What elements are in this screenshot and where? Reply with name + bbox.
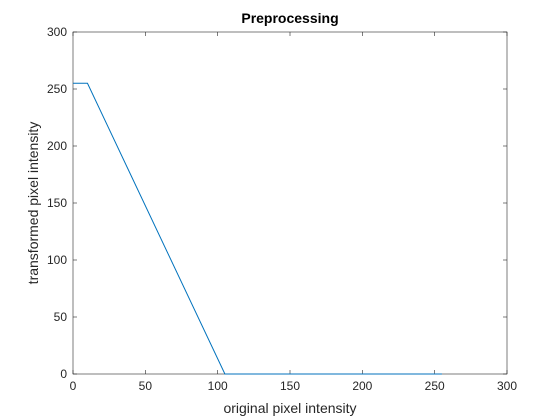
x-tick-label: 100 (208, 379, 228, 393)
series-group (73, 82, 442, 375)
series-line-0 (73, 82, 442, 375)
chart-title: Preprocessing (241, 10, 338, 26)
x-tick-label: 200 (352, 379, 372, 393)
y-tick-label: 150 (47, 196, 67, 210)
x-axis: 0 50 100 150 200 250 300 (70, 32, 517, 393)
x-tick-label: 250 (425, 379, 445, 393)
y-axis-title: transformed pixel intensity (25, 122, 41, 285)
x-tick-label: 150 (280, 379, 300, 393)
y-tick-label: 0 (60, 367, 67, 381)
y-tick-label: 200 (47, 139, 67, 153)
y-tick-label: 250 (47, 82, 67, 96)
x-tick-label: 50 (139, 379, 153, 393)
y-tick-label: 50 (54, 310, 68, 324)
x-axis-title: original pixel intensity (223, 400, 356, 416)
axes-box (72, 31, 508, 375)
y-tick-label: 300 (47, 25, 67, 39)
x-tick-label: 0 (70, 379, 77, 393)
x-tick-label: 300 (497, 379, 517, 393)
y-tick-label: 100 (47, 253, 67, 267)
y-axis: 0 50 100 150 200 250 300 (47, 25, 507, 381)
plot-area: 0 50 100 150 200 250 300 0 50 100 150 200 250 300 (47, 25, 517, 393)
